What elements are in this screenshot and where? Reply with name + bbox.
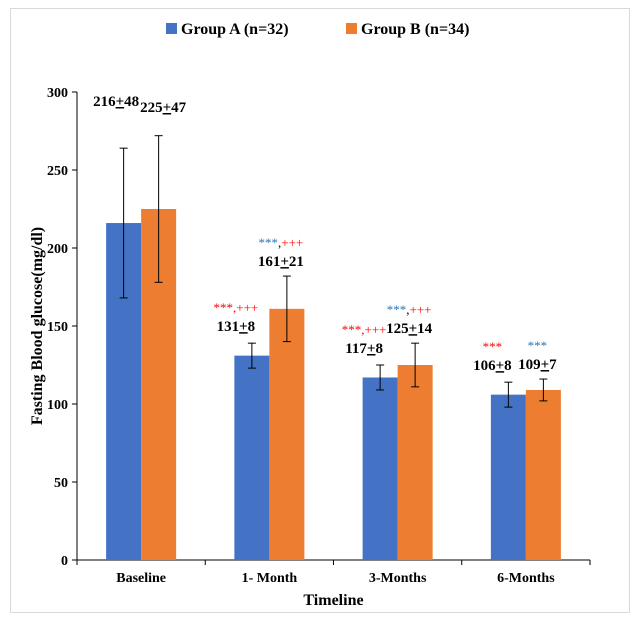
bar-s1-3 xyxy=(525,389,561,560)
data-label-s1-2: 125+14 xyxy=(386,321,433,337)
bar-s1-2 xyxy=(397,365,433,560)
significance-label-s1-3: *** xyxy=(528,338,548,353)
x-tick-label-2: 3-Months xyxy=(369,571,427,586)
y-tick-label-0: 0 xyxy=(61,554,68,569)
data-label-s0-0: 216+48 xyxy=(93,94,139,110)
x-axis-title: Timeline xyxy=(303,592,363,609)
x-tick-label-3: 6-Months xyxy=(497,571,555,586)
significance-label-s0-1: ***,+++ xyxy=(214,300,259,315)
data-label-s0-3: 106+8 xyxy=(473,358,512,374)
significance-label-s1-1: ***,+++ xyxy=(259,235,304,250)
bar-s1-1 xyxy=(269,308,305,560)
bar-s0-1 xyxy=(234,355,270,560)
significance-label-s0-2: ***,+++ xyxy=(342,322,387,337)
data-label-s1-3: 109+7 xyxy=(518,357,557,373)
y-tick-label-4: 200 xyxy=(47,242,68,257)
data-label-s1-0: 225+47 xyxy=(140,100,187,116)
significance-label-s0-3: *** xyxy=(483,339,503,354)
data-label-s0-2: 117+8 xyxy=(345,341,383,357)
y-tick-label-6: 300 xyxy=(47,86,68,101)
y-tick-label-2: 100 xyxy=(47,398,68,413)
bar-s0-2 xyxy=(362,377,398,560)
legend-swatch-0 xyxy=(166,23,177,34)
legend-label-0: Group A (n=32) xyxy=(181,21,289,38)
legend-swatch-1 xyxy=(346,23,357,34)
y-tick-label-1: 50 xyxy=(54,476,68,491)
y-tick-label-5: 250 xyxy=(47,164,68,179)
data-label-s0-1: 131+8 xyxy=(217,319,256,335)
x-tick-label-1: 1- Month xyxy=(242,571,298,586)
y-tick-label-3: 150 xyxy=(47,320,68,335)
y-axis-title: Fasting Blood glucose(mg/dl) xyxy=(29,227,46,425)
bar-s0-3 xyxy=(490,394,526,560)
data-label-s1-1: 161+21 xyxy=(258,254,304,270)
x-tick-label-0: Baseline xyxy=(116,571,166,586)
legend-label-1: Group B (n=34) xyxy=(361,21,469,38)
significance-label-s1-2: ***,+++ xyxy=(387,302,432,317)
